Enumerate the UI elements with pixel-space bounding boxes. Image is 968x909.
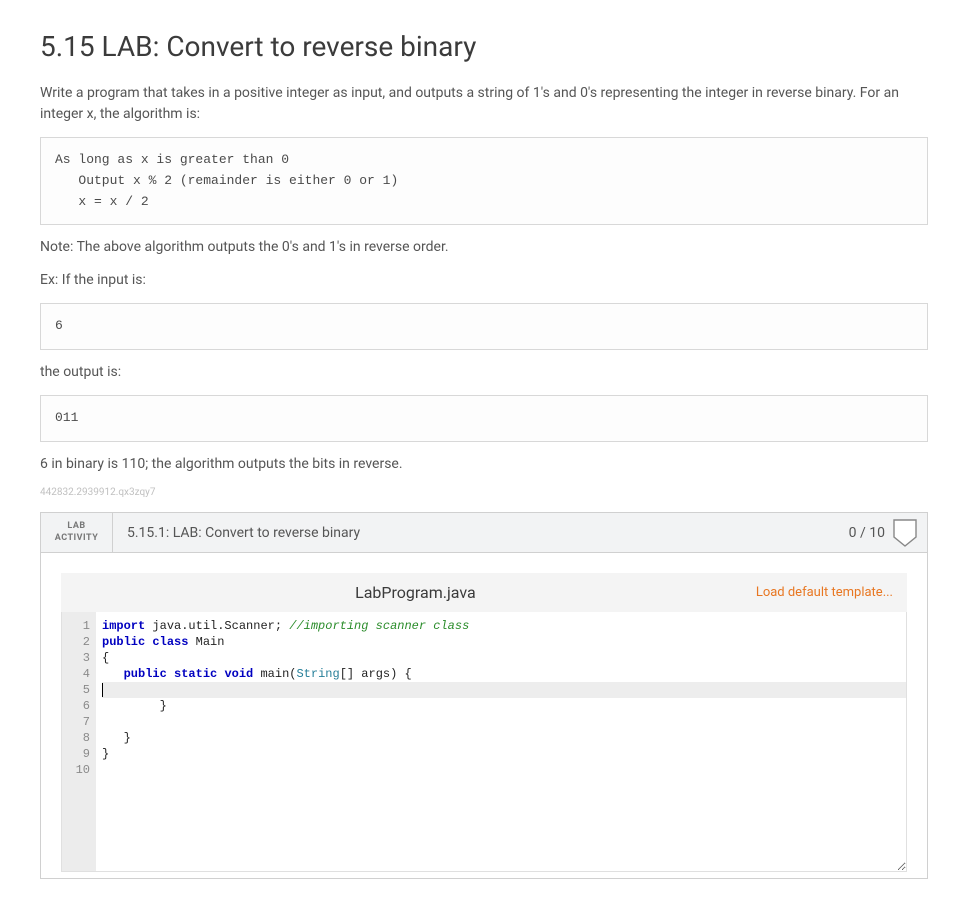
activity-title: 5.15.1: LAB: Convert to reverse binary	[113, 513, 839, 552]
example-label: Ex: If the input is:	[40, 270, 928, 291]
code-token: {	[102, 651, 109, 665]
score-shield-icon	[893, 519, 917, 547]
code-line[interactable]: }	[102, 730, 906, 746]
note-text: Note: The above algorithm outputs the 0'…	[40, 237, 928, 258]
code-editor[interactable]: 12345678910 import java.util.Scanner; //…	[61, 612, 907, 872]
watermark-text: 442832.2939912.qx3zqy7	[40, 487, 928, 498]
gutter-line-number: 6	[62, 698, 90, 714]
gutter-line-number: 2	[62, 634, 90, 650]
code-token	[102, 667, 124, 681]
lab-badge-line2: ACTIVITY	[55, 533, 99, 545]
score-text: 0 / 10	[849, 525, 885, 541]
gutter-line-number: 5	[62, 682, 90, 698]
lab-page: 5.15 LAB: Convert to reverse binary Writ…	[0, 0, 968, 909]
code-token: class	[152, 635, 188, 649]
example-input-block: 6	[40, 303, 928, 350]
code-line[interactable]: public class Main	[102, 634, 906, 650]
file-header: LabProgram.java Load default template...	[61, 573, 907, 612]
activity-body: LabProgram.java Load default template...…	[41, 553, 927, 878]
lab-activity-panel: LAB ACTIVITY 5.15.1: LAB: Convert to rev…	[40, 512, 928, 879]
editor-code-area[interactable]: import java.util.Scanner; //importing sc…	[96, 612, 906, 871]
code-token: }	[102, 747, 109, 761]
code-line[interactable]: }	[102, 698, 906, 714]
code-token: Main	[188, 635, 224, 649]
output-label: the output is:	[40, 362, 928, 383]
code-token	[167, 667, 174, 681]
code-line[interactable]	[102, 714, 906, 730]
page-title: 5.15 LAB: Convert to reverse binary	[40, 30, 928, 63]
intro-text: Write a program that takes in a positive…	[40, 83, 928, 125]
code-token: public	[102, 635, 145, 649]
gutter-line-number: 9	[62, 746, 90, 762]
code-token: main(	[253, 667, 296, 681]
gutter-line-number: 8	[62, 730, 90, 746]
code-line[interactable]: import java.util.Scanner; //importing sc…	[102, 618, 906, 634]
code-token: void	[224, 667, 253, 681]
explanation-text: 6 in binary is 110; the algorithm output…	[40, 454, 928, 475]
gutter-line-number: 3	[62, 650, 90, 666]
code-token: String	[296, 667, 339, 681]
code-token: java.util.Scanner;	[145, 619, 289, 633]
lab-badge: LAB ACTIVITY	[41, 513, 113, 552]
gutter-line-number: 7	[62, 714, 90, 730]
editor-gutter: 12345678910	[62, 612, 96, 871]
code-line[interactable]: {	[102, 650, 906, 666]
code-token: //importing scanner class	[289, 619, 469, 633]
code-token: import	[102, 619, 145, 633]
code-line[interactable]: public static void main(String[] args) {	[102, 666, 906, 682]
code-line[interactable]	[102, 762, 906, 778]
lab-badge-line1: LAB	[67, 521, 85, 533]
gutter-line-number: 1	[62, 618, 90, 634]
code-line[interactable]: }	[102, 746, 906, 762]
gutter-line-number: 10	[62, 762, 90, 778]
example-output-block: 011	[40, 395, 928, 442]
code-token: public	[124, 667, 167, 681]
algorithm-code-block: As long as x is greater than 0 Output x …	[40, 137, 928, 225]
code-token: static	[174, 667, 217, 681]
text-cursor	[102, 683, 103, 697]
activity-header: LAB ACTIVITY 5.15.1: LAB: Convert to rev…	[41, 513, 927, 553]
score-wrap: 0 / 10	[839, 513, 927, 552]
file-name: LabProgram.java	[75, 583, 756, 602]
code-token: }	[102, 731, 131, 745]
load-default-template-link[interactable]: Load default template...	[756, 585, 893, 600]
code-token: [] args) {	[340, 667, 412, 681]
code-token: }	[102, 699, 167, 713]
code-line[interactable]	[102, 682, 906, 698]
gutter-line-number: 4	[62, 666, 90, 682]
